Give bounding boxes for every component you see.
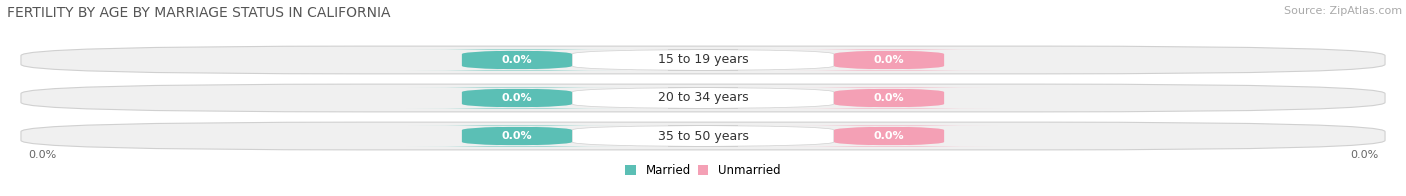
FancyBboxPatch shape (572, 88, 834, 108)
Text: 0.0%: 0.0% (28, 150, 56, 160)
Text: 0.0%: 0.0% (502, 131, 533, 141)
FancyBboxPatch shape (572, 50, 834, 70)
Text: 0.0%: 0.0% (873, 55, 904, 65)
Text: FERTILITY BY AGE BY MARRIAGE STATUS IN CALIFORNIA: FERTILITY BY AGE BY MARRIAGE STATUS IN C… (7, 6, 391, 20)
FancyBboxPatch shape (406, 126, 627, 146)
Text: Source: ZipAtlas.com: Source: ZipAtlas.com (1284, 6, 1402, 16)
FancyBboxPatch shape (572, 126, 834, 146)
FancyBboxPatch shape (779, 126, 1000, 146)
Text: 0.0%: 0.0% (873, 131, 904, 141)
Text: 0.0%: 0.0% (502, 55, 533, 65)
FancyBboxPatch shape (779, 88, 1000, 108)
Text: 35 to 50 years: 35 to 50 years (658, 130, 748, 142)
Legend: Married, Unmarried: Married, Unmarried (626, 164, 780, 177)
FancyBboxPatch shape (406, 50, 627, 70)
FancyBboxPatch shape (779, 50, 1000, 70)
Text: 15 to 19 years: 15 to 19 years (658, 54, 748, 66)
Text: 0.0%: 0.0% (502, 93, 533, 103)
Text: 0.0%: 0.0% (873, 93, 904, 103)
Text: 20 to 34 years: 20 to 34 years (658, 92, 748, 104)
FancyBboxPatch shape (406, 88, 627, 108)
Text: 0.0%: 0.0% (1350, 150, 1378, 160)
FancyBboxPatch shape (21, 46, 1385, 74)
FancyBboxPatch shape (21, 122, 1385, 150)
FancyBboxPatch shape (21, 84, 1385, 112)
